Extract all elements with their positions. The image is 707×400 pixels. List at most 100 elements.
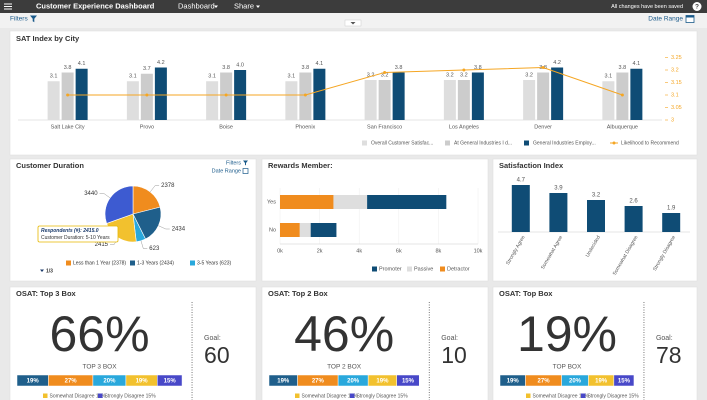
legend-swatch bbox=[190, 260, 195, 266]
leader-line bbox=[140, 240, 148, 249]
bar bbox=[75, 68, 88, 120]
segment bbox=[396, 374, 420, 387]
x-tick-label: Salt Lake City bbox=[51, 124, 85, 130]
segment-label: 19% bbox=[136, 378, 149, 384]
bar bbox=[206, 81, 219, 120]
line bbox=[67, 66, 623, 96]
menu-arrow bbox=[256, 5, 260, 8]
data-label: 3.1 bbox=[208, 74, 216, 80]
menu[interactable]: Share bbox=[234, 1, 254, 10]
legend-swatch bbox=[612, 141, 616, 145]
data-label: 4.2 bbox=[157, 60, 165, 66]
segment-label: 15% bbox=[402, 378, 415, 384]
pager-arrow[interactable] bbox=[40, 269, 44, 273]
data-label: 4.1 bbox=[78, 61, 86, 67]
bar bbox=[471, 72, 484, 120]
data-label: 3.8 bbox=[619, 65, 627, 71]
legend-label: Somewhat Disagree 19% bbox=[302, 393, 359, 399]
top-bar bbox=[0, 0, 707, 13]
segment bbox=[157, 374, 183, 387]
legend-label: 3-5 Years (623) bbox=[197, 260, 232, 266]
line-point bbox=[145, 93, 149, 97]
legend-swatch bbox=[43, 393, 48, 398]
bar bbox=[313, 68, 326, 120]
y-tick-label: No bbox=[269, 227, 276, 233]
y2-tick-label: 3 bbox=[671, 117, 674, 123]
data-label: 3.7 bbox=[143, 66, 151, 72]
menu[interactable]: Dashboard bbox=[178, 1, 215, 10]
legend-swatch bbox=[407, 266, 412, 272]
leader-line bbox=[150, 185, 160, 193]
segment-label: 27% bbox=[538, 378, 551, 384]
data-label: 3.2 bbox=[460, 72, 468, 78]
legend-label: Strongly Disagree 15% bbox=[357, 393, 409, 399]
panel-filters[interactable]: Filters bbox=[226, 160, 241, 166]
goal-label: Goal: bbox=[204, 335, 221, 342]
calendar-icon[interactable] bbox=[242, 168, 249, 174]
bar bbox=[549, 193, 568, 232]
x-tick-label: Provo bbox=[140, 124, 154, 130]
kpi-subtitle: TOP 3 BOX bbox=[82, 364, 117, 371]
filter-icon[interactable] bbox=[243, 160, 248, 166]
save-status: All changes have been saved bbox=[611, 4, 683, 10]
y2-tick-label: 3.05 bbox=[671, 105, 682, 111]
segment-label: 20% bbox=[569, 378, 582, 384]
bar bbox=[392, 72, 405, 120]
segment-label: 27% bbox=[312, 378, 325, 384]
panel-date-range[interactable]: Date Range bbox=[212, 168, 241, 174]
bar bbox=[154, 67, 167, 120]
kpi-subtitle: TOP BOX bbox=[553, 364, 582, 371]
bar bbox=[126, 81, 139, 120]
bar-segment bbox=[280, 223, 300, 237]
tooltip bbox=[37, 225, 119, 243]
x-tick-label: 6k bbox=[396, 248, 402, 254]
menu-icon[interactable] bbox=[4, 3, 12, 10]
panel-title: Rewards Member: bbox=[268, 161, 333, 170]
bar bbox=[511, 185, 530, 232]
bar bbox=[662, 213, 681, 232]
line-point bbox=[541, 66, 545, 69]
filter-icon[interactable] bbox=[30, 15, 37, 23]
segment bbox=[613, 374, 635, 387]
y-tick-label: Yes bbox=[267, 199, 276, 205]
bar bbox=[551, 67, 564, 120]
legend-label: Passive bbox=[414, 266, 433, 272]
segment-label: 19% bbox=[27, 378, 40, 384]
kpi-value: 19% bbox=[517, 306, 617, 362]
pie-slice bbox=[132, 185, 161, 215]
help[interactable]: ? bbox=[695, 4, 699, 11]
leader-line bbox=[158, 225, 170, 230]
legend-swatch bbox=[440, 266, 445, 272]
x-tick-label: San Francisco bbox=[367, 124, 402, 130]
line-point bbox=[224, 93, 228, 97]
bar bbox=[140, 73, 153, 120]
data-label: 3.1 bbox=[50, 74, 58, 80]
data-label: 4.7 bbox=[517, 178, 526, 184]
bar bbox=[523, 80, 536, 120]
data-label: 3.2 bbox=[446, 72, 454, 78]
filters[interactable]: Filters bbox=[10, 16, 28, 23]
calendar-icon[interactable] bbox=[685, 15, 695, 23]
data-label: 3.8 bbox=[302, 65, 310, 71]
data-label: 3.2 bbox=[525, 72, 533, 78]
legend-label: Less than 1 Year (2378) bbox=[73, 260, 126, 266]
leader-line bbox=[99, 193, 111, 199]
legend-swatch bbox=[445, 140, 450, 146]
bar-segment bbox=[310, 223, 337, 237]
help-icon[interactable] bbox=[692, 2, 702, 11]
x-tick-label: Los Angeles bbox=[449, 124, 479, 130]
segment-label: 19% bbox=[277, 378, 290, 384]
date-range[interactable]: Date Range bbox=[648, 16, 683, 23]
panel-title: OSAT: Top 2 Box bbox=[268, 289, 329, 298]
panel-title: Satisfaction Index bbox=[499, 161, 564, 170]
legend-label: Somewhat Disagree 19% bbox=[50, 393, 107, 399]
legend-label: Promoter bbox=[379, 266, 402, 272]
data-label: 4.1 bbox=[633, 61, 641, 67]
legend-swatch bbox=[581, 393, 586, 398]
panel-title: OSAT: Top 3 Box bbox=[16, 289, 77, 298]
data-label: 3.2 bbox=[381, 72, 389, 78]
pie-slice bbox=[132, 206, 162, 240]
kpi-subtitle: TOP 2 BOX bbox=[327, 364, 362, 371]
